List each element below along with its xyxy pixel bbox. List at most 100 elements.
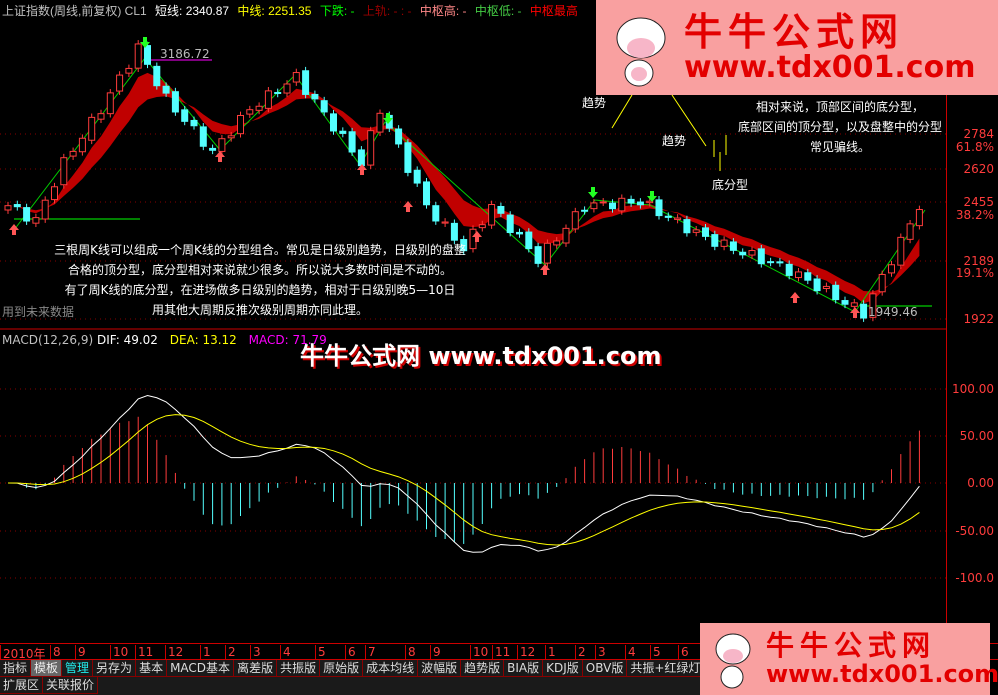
buy-arrow-icon <box>850 307 860 318</box>
sell-arrow-icon <box>588 187 598 198</box>
candle <box>832 284 840 301</box>
axis-label: 2620 <box>963 162 994 176</box>
candle <box>767 261 775 264</box>
tab-15[interactable]: 共振+红绿灯 <box>627 660 705 677</box>
candle <box>4 205 12 211</box>
candle <box>562 227 570 244</box>
candle <box>450 222 458 241</box>
candle <box>683 219 691 234</box>
low-price-label: 1949.46 <box>868 305 918 319</box>
tab-8[interactable]: 原始版 <box>320 660 364 677</box>
tab-12[interactable]: BIA版 <box>504 660 544 677</box>
candle <box>711 234 719 247</box>
chart-title: 上证指数(周线,前复权) CL1 <box>2 4 147 18</box>
tab-0[interactable]: 指标 <box>0 660 32 677</box>
candle <box>367 130 375 166</box>
candle <box>237 114 244 135</box>
price-chart[interactable] <box>0 0 946 643</box>
date-tick: 10 <box>470 645 488 660</box>
tab-9[interactable]: 成本均线 <box>363 660 419 677</box>
tab-10[interactable]: 波幅版 <box>418 660 462 677</box>
date-tick: 2 <box>575 645 586 660</box>
upper-band-value: 上轨: - : - <box>362 4 412 18</box>
candle <box>432 205 440 222</box>
candle <box>739 251 747 256</box>
tab-14[interactable]: OBV版 <box>582 660 628 677</box>
date-tick: 7 <box>365 645 376 660</box>
extra-tab-1[interactable]: 关联报价 <box>43 677 99 694</box>
candle <box>153 65 161 87</box>
candle <box>571 211 579 230</box>
candle <box>590 202 598 210</box>
tab-1[interactable]: 模板 <box>31 660 63 677</box>
tab-3[interactable]: 另存为 <box>93 660 137 677</box>
ad-banner-bottom[interactable]: 牛牛公式网 www.tdx001.com <box>700 623 998 695</box>
candle <box>581 209 589 212</box>
date-axis: 2010年 8 9 10 11 12 1 2 3 4 5 6 7 8 9 10 11 12 1 2 3 4 5 6 <box>0 643 998 661</box>
dea-value: DEA: 13.12 <box>169 333 237 347</box>
buy-arrow-icon <box>9 224 19 235</box>
candle <box>274 91 282 94</box>
ad-url: www.tdx001.com <box>766 660 998 688</box>
candle <box>850 302 858 307</box>
candle <box>497 205 505 214</box>
candle <box>915 209 923 227</box>
date-tick: 9 <box>75 645 86 660</box>
short-line-value: 短线: 2340.87 <box>155 4 230 18</box>
note-line: 底部区间的顶分型，以及盘整中的分型 <box>737 120 942 134</box>
candle <box>144 45 151 65</box>
candle <box>330 113 337 132</box>
candle <box>618 197 626 212</box>
dif-value: DIF: 49.02 <box>96 333 158 347</box>
trend-pointer <box>611 94 633 129</box>
candle <box>23 207 31 222</box>
candle <box>702 227 709 237</box>
note-line: 相对来说，顶部区间的底分型， <box>755 100 924 114</box>
candle <box>506 214 514 233</box>
buy-arrow-icon <box>215 151 225 162</box>
candle <box>51 186 58 201</box>
candle <box>748 250 756 256</box>
candle <box>488 204 496 226</box>
date-tick: 8 <box>50 645 61 660</box>
dif-line <box>7 394 920 553</box>
ad-banner-top[interactable]: 牛牛公式网 www.tdx001.com <box>596 0 998 95</box>
candle <box>218 138 226 152</box>
ad-name: 牛牛公式网 <box>766 629 937 662</box>
candle <box>404 142 412 173</box>
candle <box>441 221 449 224</box>
candle <box>776 261 784 264</box>
dea-line <box>7 414 920 546</box>
candle <box>116 74 124 92</box>
candle <box>534 246 542 264</box>
tab-7[interactable]: 共振版 <box>277 660 321 677</box>
candle <box>292 72 300 83</box>
tab-5[interactable]: MACD基本 <box>167 660 235 677</box>
candle <box>525 231 533 250</box>
candle <box>757 248 765 265</box>
candle <box>543 242 551 264</box>
tab-4[interactable]: 基本 <box>136 660 168 677</box>
candle <box>646 200 654 204</box>
zhongshu-high-value: 中枢高: - <box>419 4 467 18</box>
date-tick: 6 <box>678 645 689 660</box>
axis-label: 2455 <box>963 195 994 209</box>
candle <box>88 116 96 141</box>
annotation-right: 相对来说，顶部区间的底分型， 底部区间的顶分型，以及盘整中的分型 常见骗线。 <box>730 97 950 157</box>
watermark: 牛牛公式网 www.tdx001.com <box>300 342 662 370</box>
bottom-fractal-label: 底分型 <box>712 178 749 192</box>
high-price-label: 3186.72 <box>160 47 210 61</box>
tab-13[interactable]: KDJ版 <box>543 660 583 677</box>
candle <box>60 157 68 186</box>
date-tick: 12 <box>165 645 183 660</box>
tab-11[interactable]: 趋势版 <box>461 660 505 677</box>
candle <box>423 181 430 206</box>
extra-tab-0[interactable]: 扩展区 <box>0 677 44 694</box>
candle <box>841 300 849 305</box>
tab-2[interactable]: 管理 <box>62 660 94 677</box>
candle <box>729 241 737 251</box>
candle <box>897 236 905 266</box>
chart-header: 上证指数(周线,前复权) CL1 短线: 2340.87 中线: 2251.35… <box>2 2 586 19</box>
tab-6[interactable]: 离差版 <box>234 660 278 677</box>
candle <box>311 93 319 100</box>
